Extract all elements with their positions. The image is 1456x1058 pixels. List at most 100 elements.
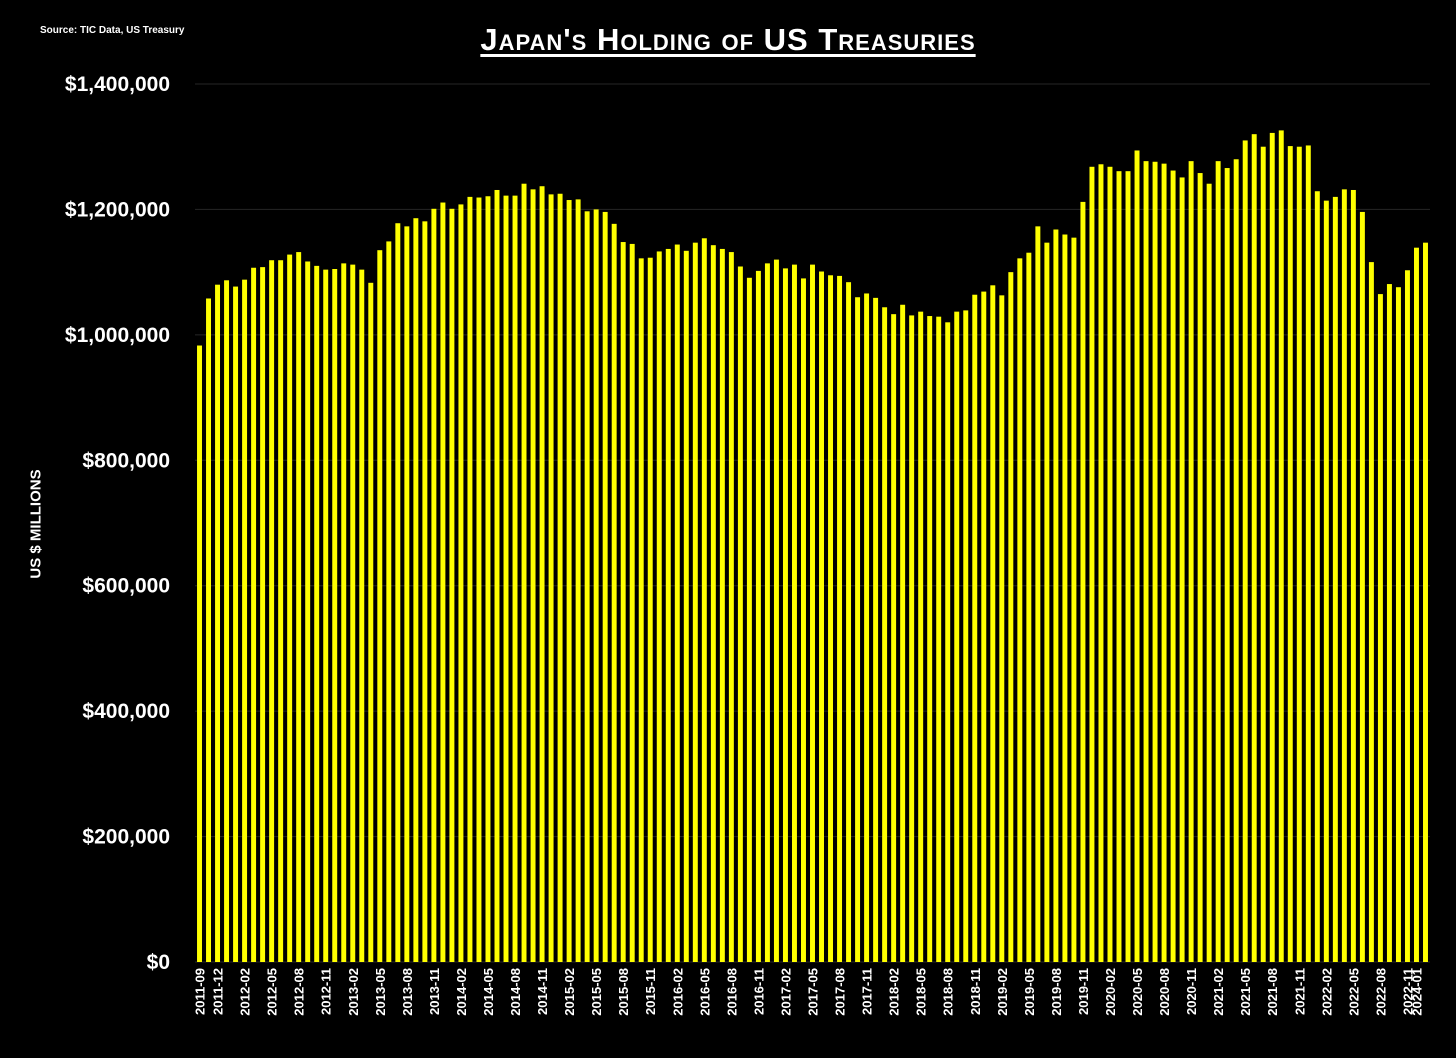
x-tick-label: 2018-05 bbox=[914, 968, 929, 1016]
bar bbox=[521, 183, 527, 963]
bar bbox=[1134, 150, 1140, 962]
bar bbox=[557, 193, 563, 962]
x-tick-label: 2020-02 bbox=[1103, 968, 1118, 1016]
x-tick-label: 2012-08 bbox=[292, 968, 307, 1016]
x-tick-label: 2012-05 bbox=[265, 968, 280, 1016]
bar bbox=[990, 285, 996, 962]
bar bbox=[431, 208, 437, 963]
source-note: Source: TIC Data, US Treasury bbox=[40, 25, 185, 36]
bar bbox=[584, 211, 590, 962]
x-tick-label: 2015-08 bbox=[616, 968, 631, 1016]
x-tick-label: 2014-11 bbox=[535, 968, 550, 1015]
x-tick-label: 2024-01 bbox=[1409, 968, 1424, 1016]
x-tick-label: 2019-02 bbox=[995, 968, 1010, 1016]
bar bbox=[458, 204, 464, 962]
x-tick-label: 2013-11 bbox=[427, 968, 442, 1015]
bar bbox=[251, 267, 257, 962]
x-tick-label: 2016-02 bbox=[670, 968, 685, 1016]
y-tick-label: $1,000,000 bbox=[65, 324, 170, 347]
x-tick-label: 2014-08 bbox=[508, 968, 523, 1016]
bar bbox=[404, 226, 410, 962]
bar bbox=[927, 316, 933, 962]
bar bbox=[1242, 140, 1248, 962]
bar bbox=[755, 270, 761, 963]
x-tick-label: 2019-05 bbox=[1022, 968, 1037, 1016]
bar bbox=[377, 250, 383, 962]
x-tick-label: 2013-05 bbox=[373, 968, 388, 1016]
x-tick-label: 2012-02 bbox=[238, 968, 253, 1016]
bar bbox=[1386, 284, 1392, 962]
bar bbox=[386, 241, 392, 963]
bar bbox=[629, 243, 635, 962]
bar bbox=[638, 258, 644, 962]
bar bbox=[350, 264, 356, 962]
x-tick-label: 2019-08 bbox=[1049, 968, 1064, 1016]
bar bbox=[332, 269, 338, 962]
bar bbox=[503, 195, 509, 963]
bar bbox=[467, 196, 473, 962]
gridlines bbox=[195, 83, 1430, 963]
bar bbox=[692, 242, 698, 963]
bar bbox=[1413, 247, 1419, 963]
bar bbox=[1098, 164, 1104, 962]
bar bbox=[647, 257, 653, 962]
bar bbox=[972, 294, 978, 963]
bar bbox=[206, 298, 212, 962]
bar bbox=[1062, 234, 1068, 962]
bar bbox=[981, 291, 987, 962]
bar bbox=[1143, 161, 1149, 963]
bar bbox=[954, 311, 960, 963]
x-tick-label: 2017-02 bbox=[778, 968, 793, 1016]
x-tick-label: 2017-11 bbox=[860, 968, 875, 1015]
bar bbox=[449, 208, 455, 963]
bar bbox=[1152, 161, 1158, 962]
bar bbox=[837, 275, 843, 962]
x-tick-label: 2020-08 bbox=[1157, 968, 1172, 1016]
bar bbox=[737, 266, 743, 963]
y-tick-label: $1,400,000 bbox=[65, 73, 170, 96]
x-tick-label: 2016-11 bbox=[751, 968, 766, 1015]
bar bbox=[782, 268, 788, 962]
y-tick-label: $200,000 bbox=[82, 826, 170, 849]
x-tick-label: 2022-11 bbox=[1400, 968, 1415, 1015]
bar bbox=[674, 244, 680, 962]
bar bbox=[1332, 196, 1338, 962]
bar bbox=[1305, 145, 1311, 962]
bar bbox=[873, 297, 879, 962]
chart-title: Japan's Holding of US Treasuries bbox=[480, 22, 976, 57]
bar bbox=[1404, 270, 1410, 962]
bar bbox=[936, 316, 942, 962]
bar bbox=[665, 248, 671, 962]
bar bbox=[1323, 200, 1329, 963]
bars bbox=[197, 130, 1428, 963]
bar bbox=[728, 252, 734, 962]
bar bbox=[656, 251, 662, 962]
bar bbox=[1368, 262, 1374, 962]
bar bbox=[422, 221, 428, 962]
bar bbox=[575, 199, 581, 962]
bar bbox=[413, 218, 419, 963]
bar bbox=[900, 304, 906, 962]
bar bbox=[1125, 171, 1131, 962]
bar bbox=[909, 315, 915, 962]
bar bbox=[1251, 134, 1257, 962]
x-tick-label: 2017-05 bbox=[806, 968, 821, 1016]
x-tick-label: 2021-05 bbox=[1238, 968, 1253, 1016]
x-tick-label: 2015-05 bbox=[589, 968, 604, 1016]
bar bbox=[963, 310, 969, 962]
x-tick-label: 2016-05 bbox=[697, 968, 712, 1016]
bar bbox=[1188, 161, 1194, 963]
bar bbox=[1008, 272, 1014, 963]
x-tick-label: 2011-12 bbox=[211, 968, 226, 1015]
bar bbox=[485, 196, 491, 963]
bar bbox=[1107, 166, 1113, 963]
bar bbox=[314, 265, 320, 962]
bar bbox=[828, 275, 834, 962]
x-tick-label: 2020-11 bbox=[1184, 968, 1199, 1015]
x-tick-label: 2016-08 bbox=[724, 968, 739, 1016]
bar bbox=[359, 269, 365, 962]
x-tick-label: 2014-05 bbox=[481, 968, 496, 1016]
x-tick-label: 2017-08 bbox=[833, 968, 848, 1016]
bar bbox=[1350, 189, 1356, 963]
